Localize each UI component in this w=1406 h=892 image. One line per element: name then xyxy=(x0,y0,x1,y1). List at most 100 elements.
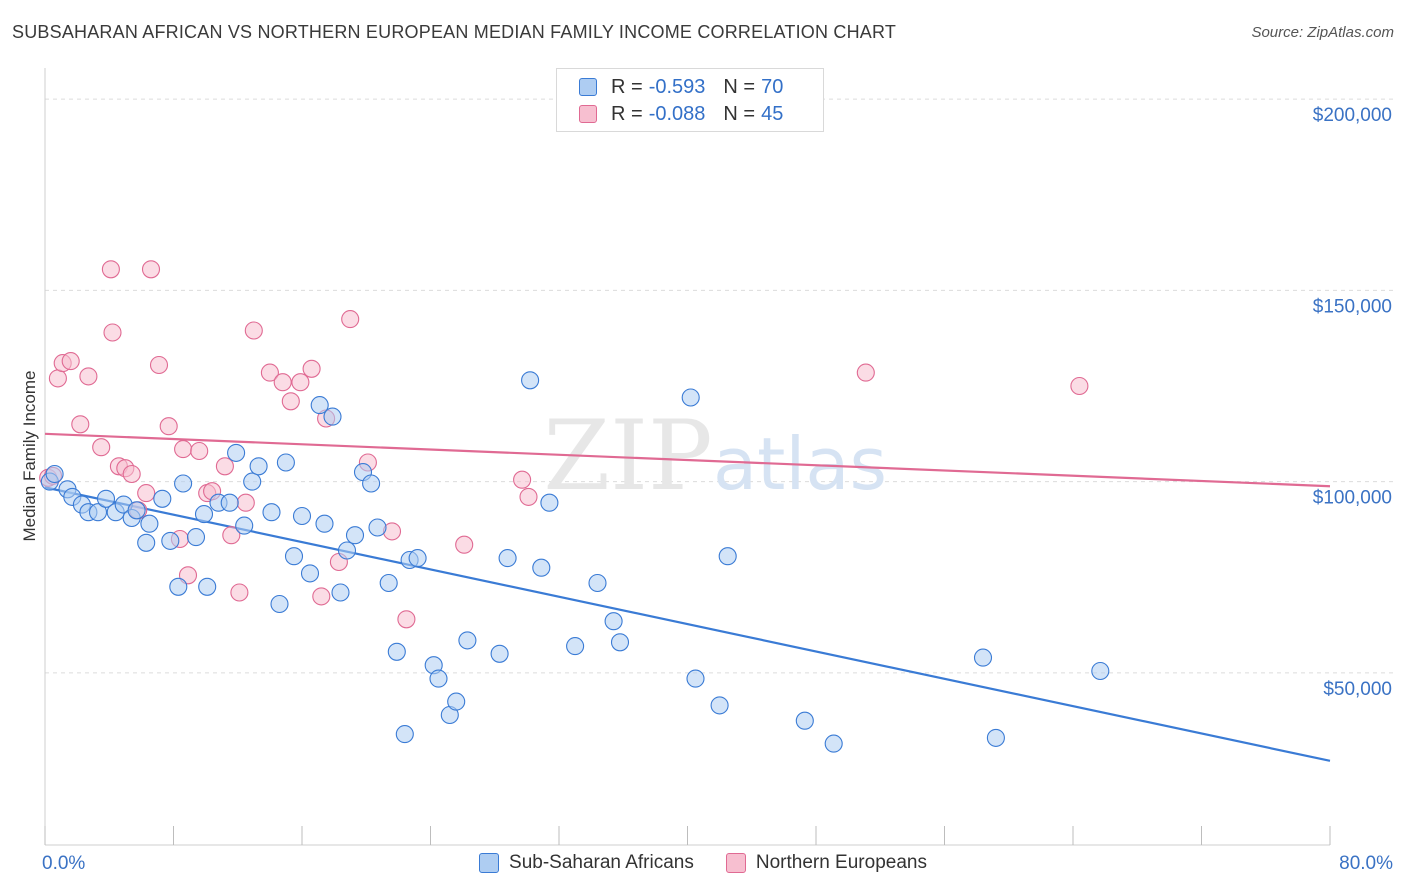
northern-european-point xyxy=(302,359,321,378)
y-tick-label: $200,000 xyxy=(1313,105,1392,126)
northern-european-point xyxy=(92,438,111,457)
y-axis-label: Median Family Income xyxy=(20,370,39,542)
sub-saharan-point xyxy=(227,443,246,462)
sub-saharan-point xyxy=(795,711,814,730)
data-points xyxy=(39,260,1110,753)
legend-item-sub-saharan[interactable]: Sub-Saharan Africans xyxy=(479,852,694,874)
sub-saharan-point xyxy=(186,528,206,547)
n-value: 70 xyxy=(761,75,784,98)
r-label: R = xyxy=(611,75,643,98)
legend-label: Northern Europeans xyxy=(755,852,927,873)
sub-saharan-point xyxy=(300,564,320,583)
northern-european-point xyxy=(291,373,310,392)
sub-saharan-point xyxy=(368,518,387,537)
sub-saharan-point xyxy=(96,489,116,508)
chart-title: SUBSAHARAN AFRICAN VS NORTHERN EUROPEAN … xyxy=(12,22,897,42)
northern-european-point xyxy=(513,470,532,489)
northern-european-point xyxy=(178,566,198,585)
northern-european-point xyxy=(230,583,249,602)
northern-european-point xyxy=(71,415,90,434)
grid-lines xyxy=(45,98,1395,674)
stats-legend: R = -0.593 N = 70 R = -0.088 N = 45 xyxy=(556,68,824,132)
tick-labels: $50,000 $100,000 $150,000 $200,000 0.0% 80.0% xyxy=(42,105,1393,874)
sub-saharan-point xyxy=(161,531,180,550)
sub-saharan-point xyxy=(315,514,334,533)
northern-european-point xyxy=(455,535,474,554)
sub-saharan-point xyxy=(387,642,406,661)
sub-saharan-point xyxy=(395,725,414,744)
sub-saharan-point xyxy=(362,474,381,493)
sub-saharan-point xyxy=(198,577,217,596)
sub-saharan-point xyxy=(127,501,146,520)
source-label: Source: ZipAtlas.com xyxy=(1251,24,1394,41)
legend-item-northern-european[interactable]: Northern Europeans xyxy=(725,852,927,874)
northern-european-point xyxy=(397,610,416,629)
blue-swatch xyxy=(579,78,597,96)
sub-saharan-point xyxy=(718,547,737,566)
axes xyxy=(44,68,1331,846)
northern-european-point xyxy=(260,363,279,382)
sub-saharan-point xyxy=(284,547,304,566)
n-value: 45 xyxy=(761,102,784,125)
sub-saharan-point xyxy=(174,474,193,493)
northern-european-point xyxy=(222,526,241,545)
northern-european-point xyxy=(281,392,300,411)
sub-saharan-point xyxy=(521,371,540,390)
northern-european-point xyxy=(61,352,80,371)
y-tick-label: $50,000 xyxy=(1323,679,1392,700)
r-label: R = xyxy=(611,102,643,125)
sub-saharan-point xyxy=(45,464,64,484)
sub-saharan-point xyxy=(604,612,623,631)
sub-saharan-point xyxy=(532,558,551,577)
n-label: N = xyxy=(723,75,756,98)
trend-lines xyxy=(44,432,1331,762)
sub-saharan-point xyxy=(458,631,477,650)
sub-saharan-point xyxy=(310,396,329,415)
sub-saharan-point xyxy=(292,506,312,526)
northern-european-point xyxy=(159,417,178,436)
sub-saharan-point xyxy=(408,549,427,568)
sub-saharan-point xyxy=(710,696,729,715)
sub-saharan-point xyxy=(681,388,700,407)
northern-european-point xyxy=(341,310,360,329)
sub-saharan-point xyxy=(137,533,156,552)
sub-saharan-point xyxy=(140,514,159,533)
n-label: N = xyxy=(723,102,756,125)
sub-saharan-point xyxy=(169,577,188,596)
sub-saharan-point xyxy=(490,644,509,663)
sub-saharan-point xyxy=(88,503,108,522)
sub-saharan-point xyxy=(379,573,398,593)
r-value: -0.088 xyxy=(648,102,706,125)
series-legend: Sub-Saharan Africans Northern Europeans xyxy=(0,852,1406,874)
x-tick-label: 0.0% xyxy=(42,853,85,874)
sub-saharan-point xyxy=(686,669,705,688)
northern-european-point xyxy=(856,363,875,382)
sub-saharan-point xyxy=(447,692,466,711)
northern-european-point xyxy=(141,260,161,279)
sub-saharan-point xyxy=(566,637,585,656)
northern-european-point xyxy=(236,493,255,512)
sub-saharan-point xyxy=(235,516,254,535)
sub-saharan-trend-line xyxy=(44,486,1331,762)
sub-saharan-point xyxy=(429,669,448,688)
northern-european-point xyxy=(215,457,234,476)
sub-saharan-point xyxy=(249,457,268,476)
sub-saharan-point xyxy=(973,648,993,667)
legend-swatch-blue xyxy=(479,853,500,873)
northern-european-point xyxy=(244,321,263,340)
sub-saharan-point xyxy=(270,594,289,614)
sub-saharan-point xyxy=(331,583,350,602)
northern-european-point xyxy=(312,587,331,606)
sub-saharan-point xyxy=(1091,661,1110,681)
sub-saharan-point xyxy=(262,503,281,522)
sub-saharan-point xyxy=(323,407,342,426)
sub-saharan-point xyxy=(498,549,517,568)
sub-saharan-point xyxy=(220,493,239,512)
sub-saharan-point xyxy=(345,526,365,545)
northern-european-point xyxy=(137,484,156,503)
northern-european-point xyxy=(1070,376,1089,396)
northern-european-point xyxy=(190,441,209,461)
northern-european-point xyxy=(103,323,122,342)
northern-european-point xyxy=(122,464,141,484)
sub-saharan-point xyxy=(194,505,214,524)
